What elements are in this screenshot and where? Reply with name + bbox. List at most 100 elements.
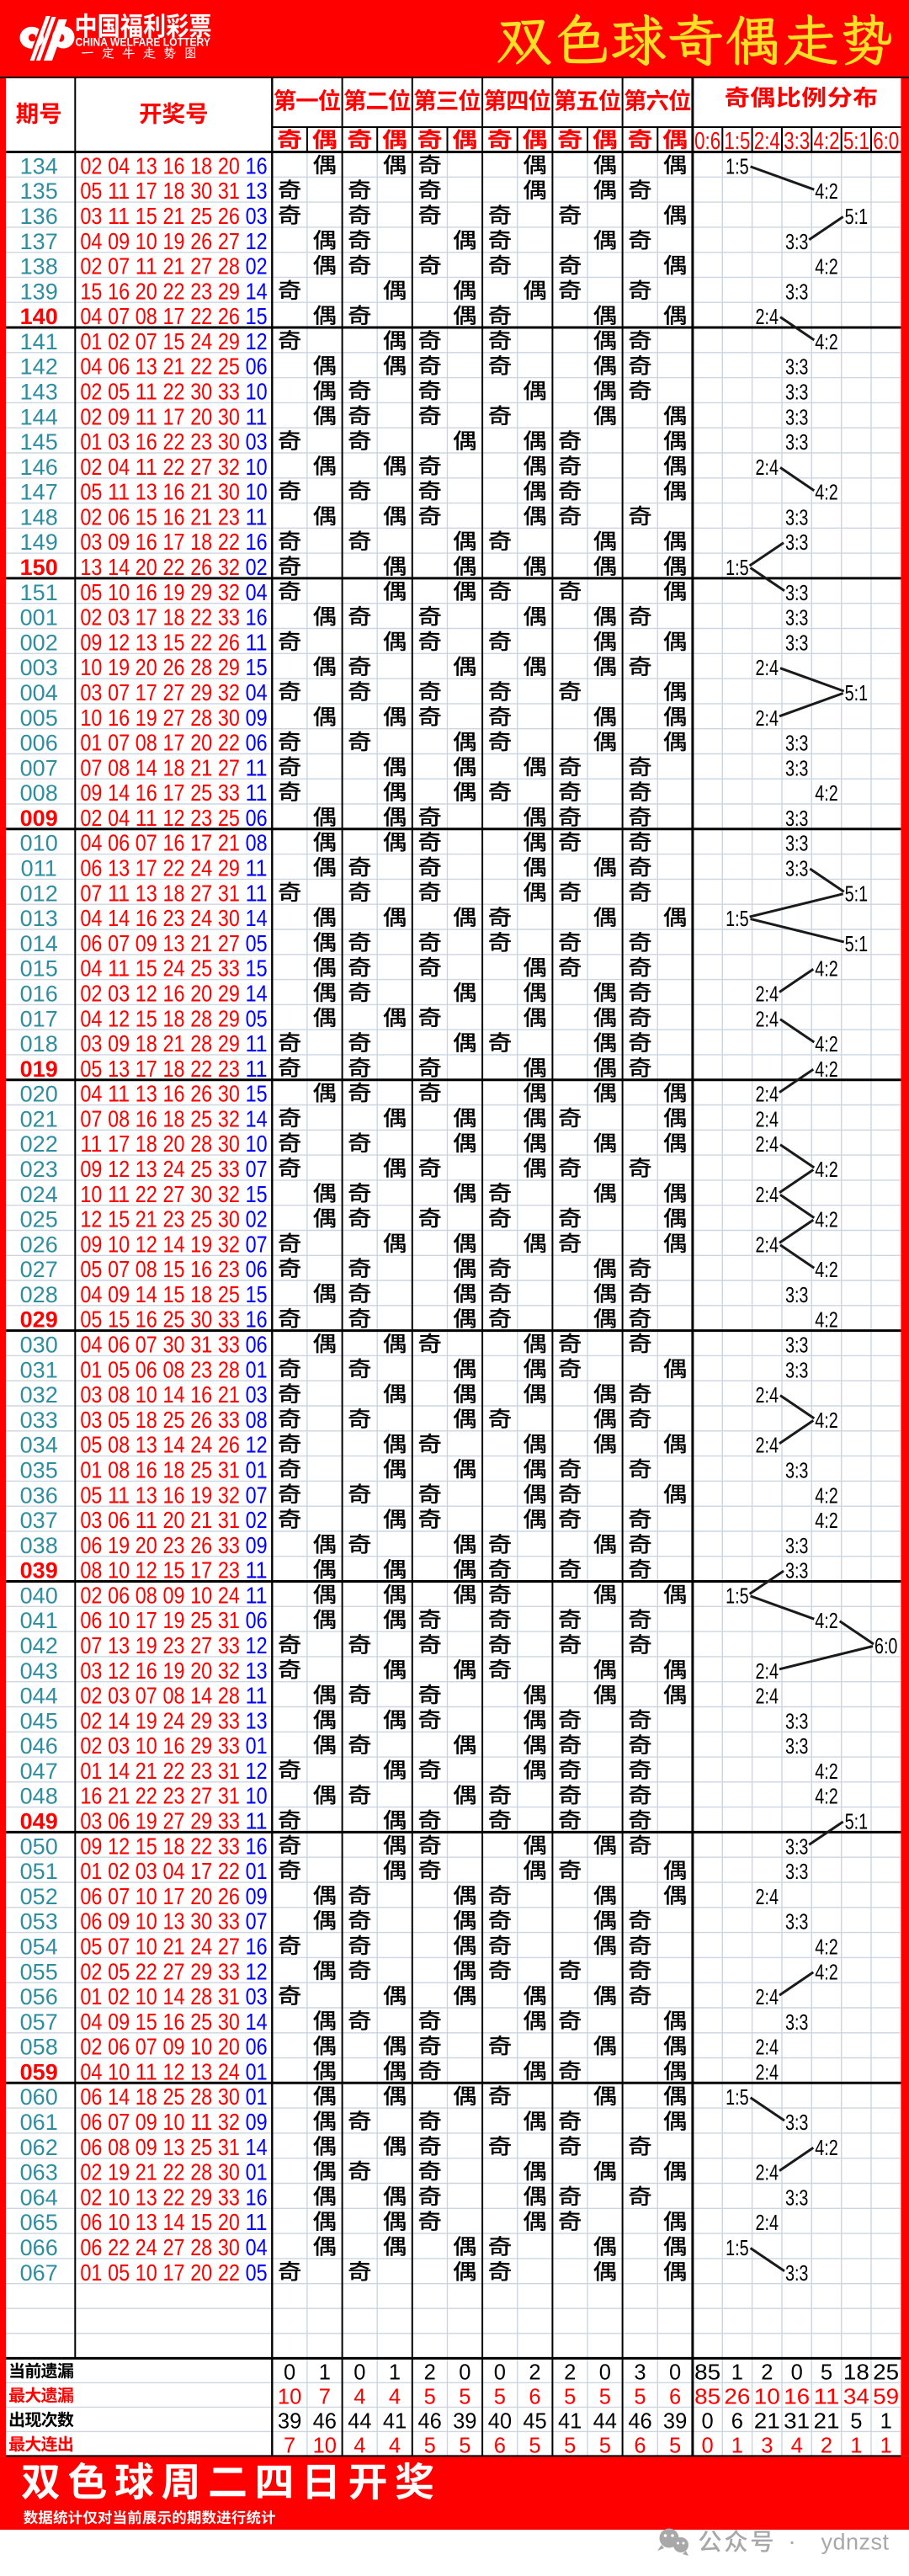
svg-text:18: 18 xyxy=(136,1131,157,1157)
svg-text:01: 01 xyxy=(80,1356,102,1382)
svg-text:03: 03 xyxy=(80,1030,102,1056)
svg-text:003: 003 xyxy=(20,655,58,680)
svg-text:14: 14 xyxy=(246,1105,268,1131)
svg-text:3:3: 3:3 xyxy=(785,2260,809,2286)
svg-text:7: 7 xyxy=(319,2385,331,2408)
svg-text:5:1: 5:1 xyxy=(845,1809,869,1834)
svg-text:1:5: 1:5 xyxy=(726,153,749,178)
svg-text:22: 22 xyxy=(190,629,212,655)
svg-text:32: 32 xyxy=(218,1482,240,1508)
svg-text:28: 28 xyxy=(190,654,212,680)
svg-text:16: 16 xyxy=(246,604,268,631)
svg-text:20: 20 xyxy=(218,2034,240,2060)
svg-text:013: 013 xyxy=(20,906,58,931)
svg-text:09: 09 xyxy=(108,529,130,555)
svg-text:31: 31 xyxy=(784,2409,810,2433)
svg-text:5: 5 xyxy=(850,2409,862,2433)
svg-text:1: 1 xyxy=(880,2409,892,2433)
svg-text:13: 13 xyxy=(163,2134,185,2160)
svg-text:3:3: 3:3 xyxy=(785,279,809,304)
svg-text:31: 31 xyxy=(218,1783,240,1809)
svg-text:06: 06 xyxy=(108,504,130,530)
svg-text:25: 25 xyxy=(190,1206,212,1232)
svg-text:07: 07 xyxy=(108,2109,130,2135)
svg-text:1:5: 1:5 xyxy=(726,2084,749,2110)
svg-text:24: 24 xyxy=(190,855,212,881)
svg-text:02: 02 xyxy=(80,981,102,1007)
svg-text:037: 037 xyxy=(20,1508,58,1533)
svg-text:21: 21 xyxy=(190,930,212,956)
svg-text:6: 6 xyxy=(529,2385,540,2408)
svg-text:59: 59 xyxy=(873,2385,899,2408)
svg-text:1: 1 xyxy=(880,2434,892,2457)
svg-text:16: 16 xyxy=(246,2184,268,2210)
svg-text:13: 13 xyxy=(163,1908,185,1935)
svg-text:3:3: 3:3 xyxy=(785,380,809,405)
svg-text:32: 32 xyxy=(218,2109,240,2135)
svg-text:06: 06 xyxy=(80,2109,102,2135)
svg-text:1: 1 xyxy=(389,2360,401,2384)
svg-text:02: 02 xyxy=(80,2159,102,2185)
svg-text:2:4: 2:4 xyxy=(756,1131,779,1157)
svg-text:13: 13 xyxy=(136,354,157,380)
svg-text:042: 042 xyxy=(20,1633,58,1658)
svg-text:3:3: 3:3 xyxy=(785,2009,809,2035)
svg-text:136: 136 xyxy=(20,204,58,229)
svg-text:39: 39 xyxy=(453,2409,476,2433)
svg-text:06: 06 xyxy=(246,1332,268,1358)
svg-text:20: 20 xyxy=(163,1131,185,1157)
svg-text:008: 008 xyxy=(20,780,58,806)
svg-text:10: 10 xyxy=(246,454,268,480)
svg-text:148: 148 xyxy=(20,505,58,530)
svg-text:02: 02 xyxy=(108,1858,130,1884)
svg-text:18: 18 xyxy=(190,529,212,555)
svg-text:14: 14 xyxy=(108,780,130,806)
svg-text:29: 29 xyxy=(190,1707,212,1733)
svg-text:3: 3 xyxy=(761,2434,773,2457)
svg-text:24: 24 xyxy=(136,2234,157,2260)
svg-text:30: 30 xyxy=(218,428,240,455)
svg-text:26: 26 xyxy=(724,2385,750,2408)
svg-text:16: 16 xyxy=(246,152,268,178)
svg-text:25: 25 xyxy=(218,354,240,380)
svg-text:27: 27 xyxy=(190,253,212,279)
svg-text:04: 04 xyxy=(246,2234,268,2260)
svg-text:01: 01 xyxy=(80,1983,102,2009)
svg-text:147: 147 xyxy=(20,480,58,505)
svg-text:18: 18 xyxy=(163,178,185,204)
svg-text:07: 07 xyxy=(108,730,130,756)
svg-text:13: 13 xyxy=(246,178,268,204)
svg-text:06: 06 xyxy=(80,2084,102,2110)
svg-text:33: 33 xyxy=(218,1732,240,1759)
svg-text:09: 09 xyxy=(136,930,157,956)
svg-text:145: 145 xyxy=(20,429,58,455)
svg-text:22: 22 xyxy=(163,454,185,480)
svg-text:134: 134 xyxy=(20,153,58,178)
svg-text:15: 15 xyxy=(163,1256,185,1282)
svg-text:17: 17 xyxy=(163,1883,185,1909)
svg-text:23: 23 xyxy=(163,1783,185,1809)
svg-text:15: 15 xyxy=(246,955,268,982)
svg-text:11: 11 xyxy=(108,955,130,982)
svg-text:3: 3 xyxy=(634,2360,646,2384)
svg-text:19: 19 xyxy=(108,2159,130,2185)
svg-text:09: 09 xyxy=(80,780,102,806)
svg-text:20: 20 xyxy=(136,654,157,680)
svg-text:5: 5 xyxy=(529,2434,540,2457)
svg-text:15: 15 xyxy=(136,203,157,229)
svg-text:2:4: 2:4 xyxy=(756,1382,779,1408)
svg-text:07: 07 xyxy=(108,1256,130,1282)
svg-text:2:4: 2:4 xyxy=(756,655,779,680)
svg-text:047: 047 xyxy=(20,1759,58,1784)
svg-text:02: 02 xyxy=(246,1206,268,1232)
svg-text:0:6: 0:6 xyxy=(694,128,720,155)
svg-text:032: 032 xyxy=(20,1382,58,1408)
svg-text:08: 08 xyxy=(163,1683,185,1709)
svg-text:149: 149 xyxy=(20,530,58,555)
svg-text:06: 06 xyxy=(246,730,268,756)
svg-text:29: 29 xyxy=(218,654,240,680)
svg-text:3:3: 3:3 xyxy=(785,505,809,530)
svg-text:018: 018 xyxy=(20,1031,58,1056)
svg-text:0: 0 xyxy=(669,2360,681,2384)
svg-text:02: 02 xyxy=(246,253,268,279)
